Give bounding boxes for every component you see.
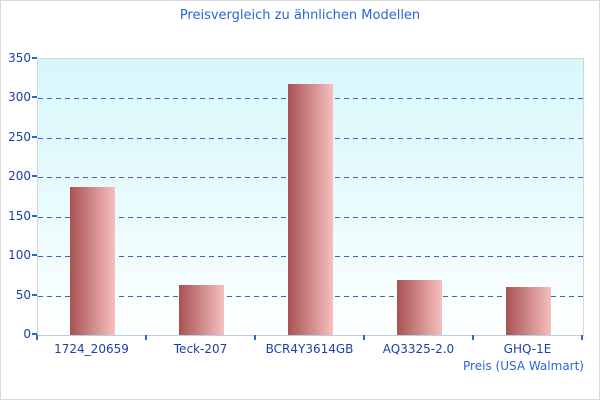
plot-area [37,58,584,336]
y-axis-tick-mark [32,96,37,99]
chart-title: Preisvergleich zu ähnlichen Modellen [179,8,421,23]
y-axis-tick-label: 200 [8,169,31,184]
x-axis-tick-mark [36,335,38,340]
x-axis-title: Preis (USA Walmart) [463,359,584,373]
x-axis-tick-mark [363,335,365,340]
x-axis-category-label: GHQ-1E [503,342,552,356]
bar-AQ3325-2.0 [397,279,442,335]
x-axis-category-label: AQ3325-2.0 [382,342,455,356]
y-axis-tick-label: 150 [8,208,31,223]
bar-1724_20659 [70,186,115,335]
y-axis-tick-label: 100 [8,248,31,263]
bar-Teck-207 [179,285,224,335]
y-axis-tick-mark [32,57,37,59]
x-axis-tick-mark [472,335,474,340]
x-axis-tick-mark [145,335,147,340]
y-axis-tick-label: 300 [8,90,31,105]
y-axis-tick-mark [32,135,37,138]
x-axis-category-label: 1724_20659 [54,342,129,356]
y-axis-tick-mark [32,254,37,257]
y-axis-tick-label: 350 [8,51,31,65]
y-axis-tick-mark [32,175,37,178]
y-axis-tick-label: 250 [8,129,31,144]
y-axis-tick-mark [32,333,37,335]
x-axis-tick-mark [581,335,583,340]
x-axis-category-label: BCR4Y3614GB [265,342,354,356]
y-axis-tick-mark [32,214,37,217]
bar-BCR4Y3614GB [288,84,333,335]
x-axis-category-label: Teck-207 [173,342,228,356]
y-axis-tick-mark [32,293,37,296]
y-axis-tick-label: 0 [23,327,31,341]
y-axis-tick-label: 50 [15,287,31,302]
x-axis-tick-mark [254,335,256,340]
bar-GHQ-1E [506,286,551,335]
